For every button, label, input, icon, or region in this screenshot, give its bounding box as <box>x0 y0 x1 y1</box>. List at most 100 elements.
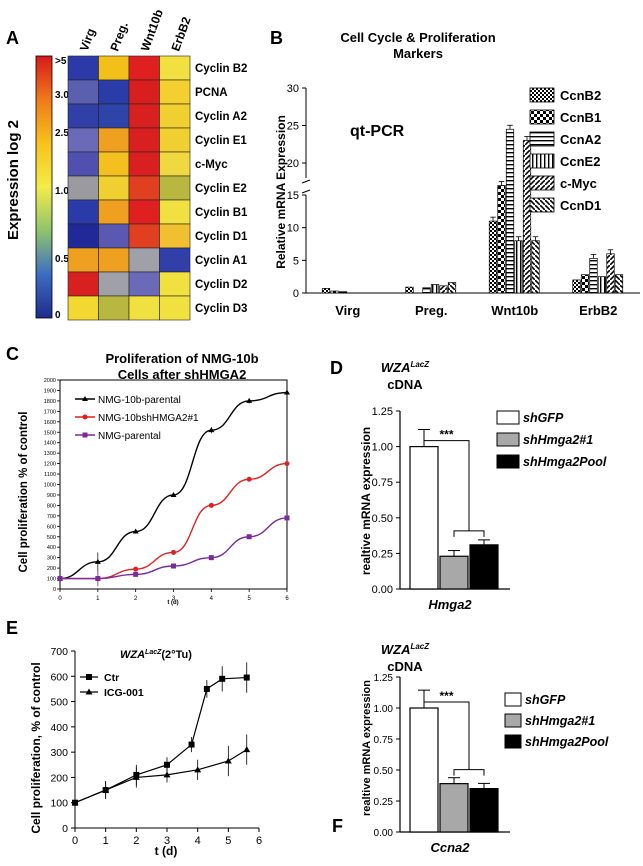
panel-c-marker <box>95 576 101 582</box>
panel-e-condition-label: WZALacZ(2°Tu) <box>120 649 192 661</box>
heatmap-cell <box>128 79 160 105</box>
panel-c-y-tick-label: 1200 <box>44 462 56 468</box>
heatmap-row-label: Cyclin B1 <box>195 207 248 219</box>
panel-e-y-tick-label: 100 <box>50 798 68 810</box>
y-tick-label: 0.75 <box>374 735 394 746</box>
panel-b-bar <box>597 276 607 294</box>
panel-b-bar <box>606 253 615 294</box>
panel-d-title-line2: cDNA <box>387 377 423 392</box>
panel-c-marker <box>170 491 177 497</box>
panel-c-y-tick-label: 0 <box>53 587 56 593</box>
panel-f-ylabel: realtive mRNA expression <box>361 680 373 816</box>
panel-e-marker <box>188 741 195 748</box>
panel-e-marker <box>243 674 250 681</box>
heatmap-row-label: Cyclin A1 <box>195 255 248 267</box>
panel-a: A Expression log 2 >5 3.0 2.5 1.0 0.5 0 Virg P… <box>5 8 248 321</box>
panel-e: E WZALacZ(2°Tu) Cell proliferation, % of… <box>6 618 262 858</box>
panel-e-letter: E <box>6 618 18 638</box>
bar <box>439 555 469 590</box>
y-tick-label: 0.00 <box>374 828 394 839</box>
heatmap-cell <box>98 175 130 201</box>
panel-b-bar <box>580 274 590 294</box>
panel-b-bar <box>514 240 523 294</box>
panel-e-marker <box>102 786 110 793</box>
panel-c-x-tick-label: 6 <box>285 596 289 602</box>
panel-b-ylabel: Relative mRNA Expression <box>274 115 288 269</box>
panel-d-bar-chart: 0.00 0.25 0.50 0.75 1.00 1.25 *** Hmga2 <box>372 406 510 612</box>
colorbar <box>35 55 53 319</box>
significance-label: *** <box>439 428 453 442</box>
panel-e-marker <box>164 761 170 768</box>
heatmap-row-label: Cyclin E1 <box>195 135 247 147</box>
panel-b-letter: B <box>270 28 283 48</box>
heatmap-row-label: c-Myc <box>195 159 228 171</box>
panel-b-y-tick-label: 5 <box>293 255 299 267</box>
panel-f-title-line2: cDNA <box>387 659 423 674</box>
panel-e-x-tick-label: 3 <box>164 835 170 847</box>
panel-e-marker <box>71 799 79 806</box>
panel-e-legend-marker <box>85 688 93 695</box>
panel-b-bar <box>321 288 331 294</box>
panel-b-bar <box>405 286 414 294</box>
sub-bracket <box>453 769 485 776</box>
panel-f-letter: F <box>332 816 343 836</box>
panel-c-y-tick-label: 600 <box>47 524 56 530</box>
panel-b-y-tick-label: 15 <box>287 190 299 202</box>
panel-b-legend-swatch <box>529 153 555 169</box>
y-tick-label: 0.50 <box>374 766 394 777</box>
panel-c-y-tick-label: 1000 <box>44 483 56 489</box>
heatmap-cell <box>67 271 99 297</box>
legend-label: shHmga2Pool <box>523 455 607 469</box>
heatmap-cell <box>128 127 160 153</box>
panel-e-xlabel: t (d) <box>155 844 178 858</box>
heatmap-row-label: PCNA <box>195 87 228 99</box>
panel-e-marker <box>203 685 210 692</box>
heatmap-cell <box>159 199 191 225</box>
panel-c-marker <box>208 427 215 433</box>
y-tick-label: 0.00 <box>372 584 393 596</box>
heatmap-cell <box>159 127 191 153</box>
heatmap-cell <box>159 103 191 129</box>
panel-e-x-tick-label: 6 <box>256 835 262 847</box>
panel-e-x-tick-label: 2 <box>133 835 139 847</box>
bar <box>469 787 499 833</box>
panel-c-x-tick-label: 3 <box>172 596 176 602</box>
heatmap-cell <box>98 271 130 297</box>
y-tick-label: 1.00 <box>372 442 393 454</box>
heatmap-cell <box>128 55 160 81</box>
panel-b-bar <box>430 284 440 294</box>
heatmap-column-label: Preg. <box>107 20 130 53</box>
panel-b-bar <box>614 274 624 294</box>
legend-swatch <box>504 734 522 749</box>
colorbar-tick: 0 <box>55 310 61 321</box>
heatmap-cell <box>128 271 160 297</box>
panel-c: C Proliferation of NMG-10b Cells after s… <box>6 344 290 606</box>
heatmap-cell <box>98 199 130 225</box>
heatmap-column-label: Wnt10b <box>138 8 166 54</box>
panel-b-bar <box>497 185 506 294</box>
panel-b-bar <box>439 285 448 294</box>
panel-c-y-tick-label: 700 <box>47 514 56 520</box>
panel-b-bar-chart: 0 5 10 15 20 25 30 Virg Preg. Wnt10b ErbB2 <box>287 83 640 318</box>
heatmap-cell <box>67 175 99 201</box>
panel-c-x-tick-label: 1 <box>96 596 100 602</box>
heatmap-cell <box>98 223 130 249</box>
heatmap-cell <box>128 295 160 321</box>
panel-c-y-tick-label: 1500 <box>44 430 56 436</box>
panel-b: B Cell Cycle & Proliferation Markers qt-… <box>270 28 640 318</box>
panel-c-x-tick-label: 0 <box>58 596 62 602</box>
significance-bracket <box>423 440 470 531</box>
panel-b-y-tick-label: 30 <box>287 83 299 95</box>
heatmap-cell <box>98 295 130 321</box>
colorbar-tick: 1.0 <box>55 186 69 197</box>
panel-b-bar <box>338 291 348 294</box>
panel-b-bar <box>505 128 515 294</box>
panel-c-y-tick-label: 800 <box>47 503 56 509</box>
panel-c-line-chart: 0100200300400500600700800900100011001200… <box>44 378 290 602</box>
heatmap-row-label: Cyclin D3 <box>195 303 247 315</box>
heatmap-cell <box>128 199 160 225</box>
panel-c-marker <box>246 476 252 482</box>
panel-e-series-line <box>74 676 247 804</box>
bar <box>409 446 439 590</box>
panel-e-y-tick-label: 0 <box>62 823 68 835</box>
